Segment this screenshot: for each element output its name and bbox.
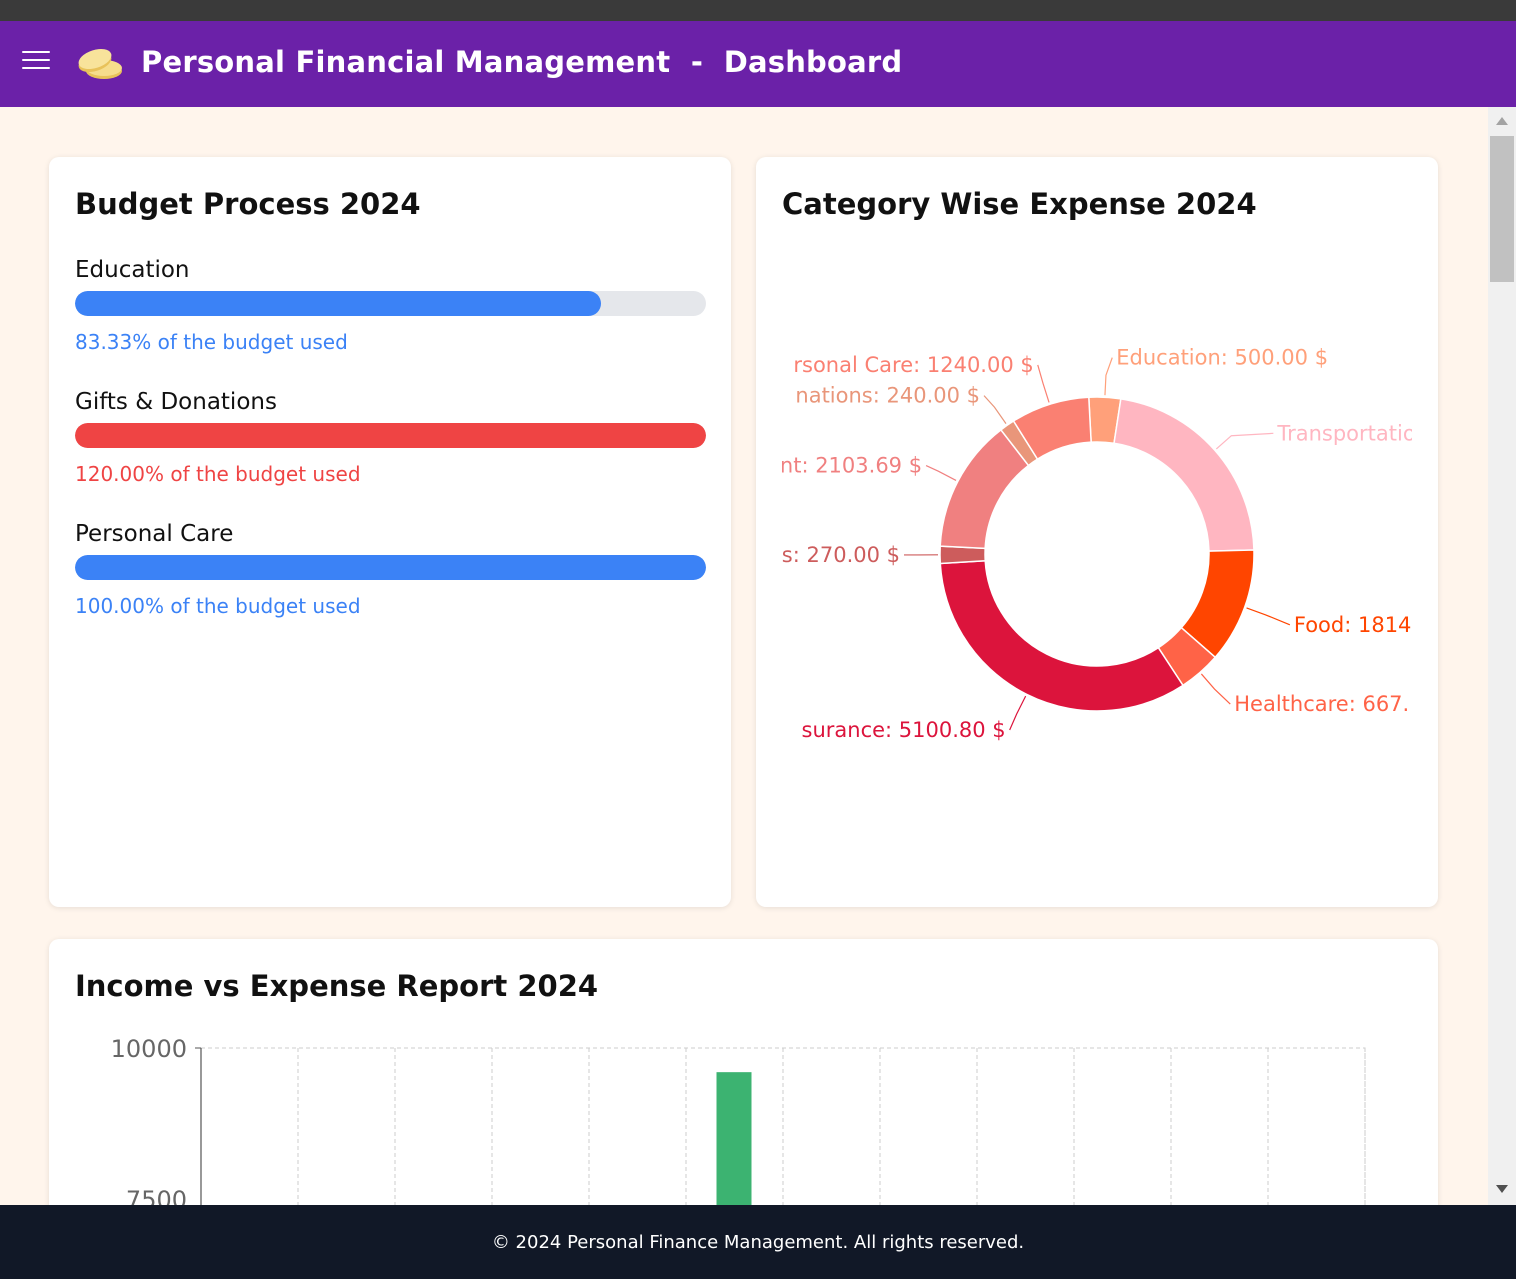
browser-top-strip	[0, 0, 1516, 21]
income-expense-bar-chart: 10000 7500	[111, 1035, 1366, 1205]
budget-progress-fill	[75, 291, 601, 316]
budget-item-gifts-donations: Gifts & Donations 120.00% of the budget …	[75, 386, 706, 486]
budget-item-name: Education	[75, 257, 190, 283]
donut-slice-label: Healthcare: 667.	[1234, 692, 1409, 716]
budget-progress-track	[75, 423, 706, 448]
budget-item-personal-care: Personal Care 100.00% of the budget used	[75, 518, 706, 618]
category-donut-chart: Education: 500.00 $ Transportation Food: 1…	[782, 346, 1412, 742]
donut-label-line	[1215, 432, 1274, 450]
donut-label-line	[925, 465, 957, 481]
scroll-down-arrow-icon[interactable]	[1496, 1185, 1508, 1193]
budget-usage-text: 120.00% of the budget used	[75, 462, 361, 486]
footer-copyright: © 2024 Personal Finance Management. All …	[491, 1231, 1025, 1253]
donut-label-line	[1246, 607, 1291, 626]
menu-icon[interactable]	[22, 51, 52, 73]
budget-usage-text: 83.33% of the budget used	[75, 330, 348, 354]
donut-slice-label: surance: 5100.80 $	[802, 718, 1006, 742]
budget-progress-fill	[75, 423, 706, 448]
budget-usage-text: 100.00% of the budget used	[75, 594, 361, 618]
category-expense-card: Category Wise Expense 2024 Education: 50…	[756, 157, 1438, 907]
scroll-thumb[interactable]	[1490, 136, 1514, 282]
donut-slice-label: nt: 2103.69 $	[782, 454, 922, 478]
category-card-title: Category Wise Expense 2024	[782, 187, 1257, 221]
y-tick-label: 10000	[111, 1035, 187, 1063]
donut-slice-label: Transportation	[1276, 421, 1412, 445]
donut-label-line	[1009, 695, 1027, 731]
budget-card-title: Budget Process 2024	[75, 187, 421, 221]
donut-slice-label: Education: 500.00 $	[1116, 346, 1328, 370]
income-bar[interactable]	[716, 1072, 752, 1205]
donut-slice[interactable]	[1012, 396, 1092, 461]
donut-slice[interactable]	[1113, 397, 1255, 552]
donut-label-line	[1037, 364, 1050, 403]
income-expense-card: Income vs Expense Report 2024 10000 7500	[49, 939, 1438, 1205]
app-bar: Personal Financial Management - Dashboar…	[0, 21, 1516, 107]
dashboard-content: Budget Process 2024 Education 83.33% of …	[0, 107, 1488, 1205]
donut-slice-label: nations: 240.00 $	[795, 384, 980, 408]
budget-process-card: Budget Process 2024 Education 83.33% of …	[49, 157, 731, 907]
donut-slice-label: Food: 1814.2	[1294, 613, 1412, 637]
scroll-up-arrow-icon[interactable]	[1496, 117, 1508, 125]
y-tick-label: 7500	[126, 1186, 187, 1205]
budget-progress-fill	[75, 555, 706, 580]
vertical-scrollbar[interactable]	[1488, 107, 1516, 1205]
budget-item-name: Personal Care	[75, 521, 234, 547]
donut-label-line	[983, 395, 1007, 424]
budget-item-name: Gifts & Donations	[75, 389, 277, 415]
budget-progress-track	[75, 291, 706, 316]
donut-label-line	[1104, 357, 1113, 396]
donut-slice[interactable]	[939, 559, 1185, 712]
coins-logo-icon	[78, 48, 122, 79]
budget-progress-track	[75, 555, 706, 580]
footer: © 2024 Personal Finance Management. All …	[0, 1205, 1516, 1279]
donut-label-line	[1200, 673, 1231, 705]
page-title: Personal Financial Management - Dashboar…	[141, 45, 903, 79]
donut-slice-label: rsonal Care: 1240.00 $	[793, 353, 1033, 377]
donut-slice-label: s: 270.00 $	[782, 543, 900, 567]
budget-item-education: Education 83.33% of the budget used	[75, 254, 706, 354]
income-card-title: Income vs Expense Report 2024	[75, 969, 599, 1003]
